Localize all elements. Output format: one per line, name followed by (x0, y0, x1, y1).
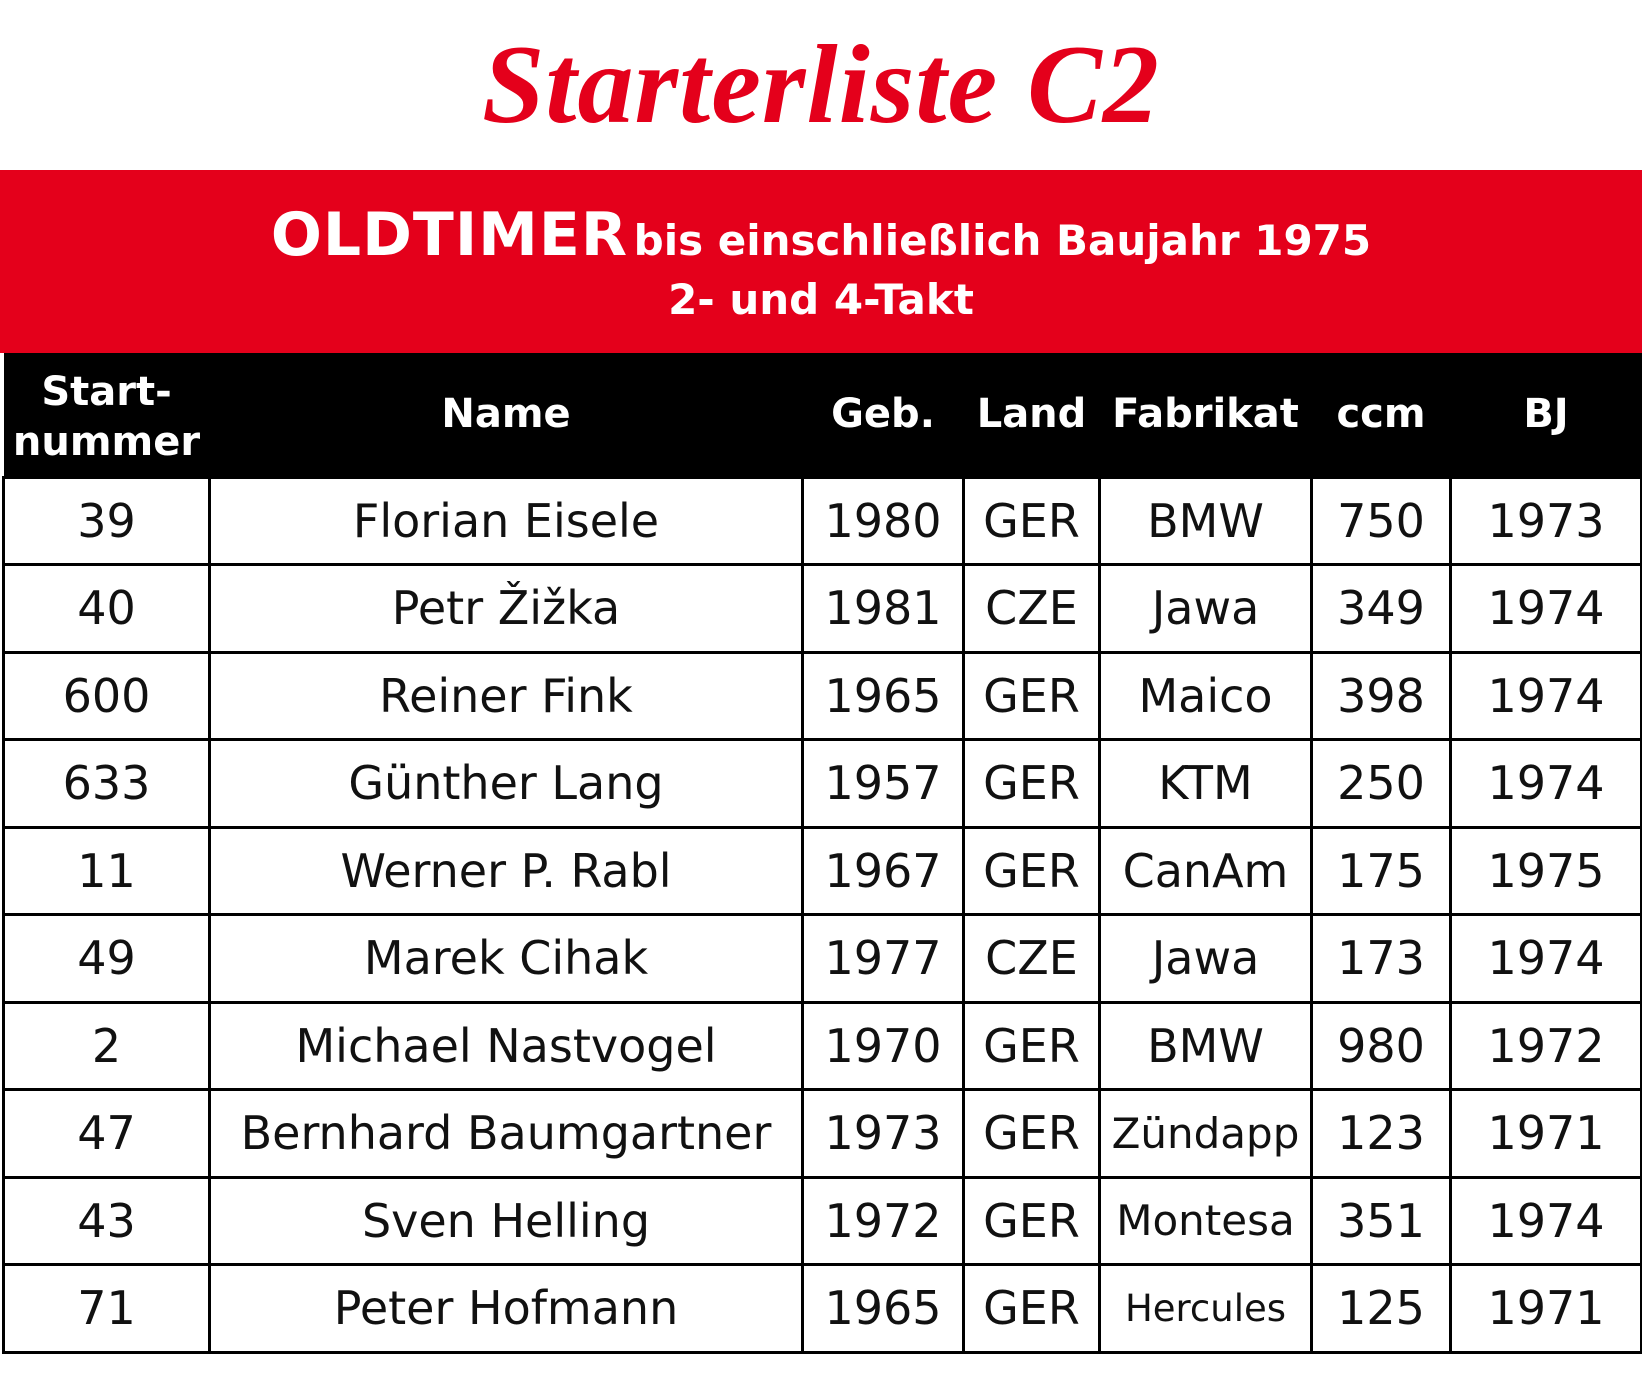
name-cell: Michael Nastvogel (208, 1000, 804, 1091)
geb-cell: 1972 (801, 1175, 965, 1266)
geb-cell: 1980 (801, 475, 965, 566)
land-cell: GER (962, 650, 1101, 741)
bj-cell: 1975 (1449, 825, 1642, 916)
banner-line-category: OLDTIMER bis einschließlich Baujahr 1975 (0, 200, 1642, 285)
ccm-cell: 250 (1310, 738, 1452, 829)
table-row: 71 Peter Hofmann 1965 GER Hercules 125 1971 (2, 1263, 1642, 1354)
land-cell: CZE (962, 913, 1101, 1004)
column-header-bj: BJ (1523, 391, 1569, 438)
geb-cell: 1957 (801, 738, 965, 829)
ccm-cell: 351 (1310, 1175, 1452, 1266)
category-label: OLDTIMER (270, 200, 629, 270)
land-cell: GER (962, 1000, 1101, 1091)
bj-cell: 1974 (1449, 563, 1642, 654)
startnummer-header-line1: Start- (41, 369, 172, 416)
name-cell: Bernhard Baumgartner (208, 1088, 804, 1179)
bj-cell: 1971 (1449, 1263, 1642, 1354)
fabrikat-cell: KTM (1098, 738, 1313, 829)
fabrikat-cell: Maico (1098, 650, 1313, 741)
land-cell: GER (962, 475, 1101, 566)
fabrikat-cell: Zündapp (1098, 1088, 1313, 1179)
ccm-cell: 980 (1310, 1000, 1452, 1091)
geb-cell: 1970 (801, 1000, 965, 1091)
fabrikat-cell: Jawa (1098, 913, 1313, 1004)
name-cell: Werner P. Rabl (208, 825, 804, 916)
geb-cell: 1965 (801, 650, 965, 741)
ccm-cell: 349 (1310, 563, 1452, 654)
bj-cell: 1971 (1449, 1088, 1642, 1179)
table-row: 633 Günther Lang 1957 GER KTM 250 1974 (2, 738, 1642, 829)
bj-cell: 1974 (1449, 650, 1642, 741)
column-header-land: Land (976, 391, 1087, 438)
bj-cell: 1974 (1449, 738, 1642, 829)
geb-cell: 1977 (801, 913, 965, 1004)
table-row: 43 Sven Helling 1972 GER Montesa 351 1974 (2, 1175, 1642, 1266)
land-cell: GER (962, 1088, 1101, 1179)
name-cell: Sven Helling (208, 1175, 804, 1266)
fabrikat-cell: Montesa (1098, 1175, 1313, 1266)
column-header-ccm: ccm (1336, 391, 1426, 438)
startnummer-cell: 39 (2, 475, 211, 566)
startnummer-cell: 43 (2, 1175, 211, 1266)
startnummer-cell: 600 (2, 650, 211, 741)
land-cell: GER (962, 825, 1101, 916)
table-row: 600 Reiner Fink 1965 GER Maico 398 1974 (2, 650, 1642, 741)
column-header-name: Name (441, 391, 571, 438)
name-cell: Florian Eisele (208, 475, 804, 566)
geb-cell: 1965 (801, 1263, 965, 1354)
fabrikat-cell: BMW (1098, 1000, 1313, 1091)
ccm-cell: 173 (1310, 913, 1452, 1004)
category-detail: bis einschließlich Baujahr 1975 (633, 216, 1372, 265)
name-cell: Peter Hofmann (208, 1263, 804, 1354)
page-title: Starterliste C2 (482, 22, 1160, 147)
table-row: 2 Michael Nastvogel 1970 GER BMW 980 1972 (2, 1000, 1642, 1091)
bj-cell: 1974 (1449, 913, 1642, 1004)
startnummer-cell: 47 (2, 1088, 211, 1179)
bj-cell: 1973 (1449, 475, 1642, 566)
land-cell: GER (962, 1175, 1101, 1266)
bj-cell: 1972 (1449, 1000, 1642, 1091)
startnummer-cell: 11 (2, 825, 211, 916)
column-header-geb: Geb. (831, 391, 935, 438)
land-cell: CZE (962, 563, 1101, 654)
ccm-cell: 398 (1310, 650, 1452, 741)
ccm-cell: 123 (1310, 1088, 1452, 1179)
ccm-cell: 125 (1310, 1263, 1452, 1354)
table-body: 39 Florian Eisele 1980 GER BMW 750 1973 40 Petr … (2, 475, 1642, 1354)
name-cell: Marek Cihak (208, 913, 804, 1004)
land-cell: GER (962, 738, 1101, 829)
startnummer-cell: 71 (2, 1263, 211, 1354)
header-row: Start- nummer Name Geb. Land Fabrikat cc… (3, 353, 1642, 477)
geb-cell: 1967 (801, 825, 965, 916)
category-banner: OLDTIMER bis einschließlich Baujahr 1975… (0, 170, 1642, 353)
ccm-cell: 175 (1310, 825, 1452, 916)
startnummer-header-line2: nummer (12, 419, 201, 466)
table-row: 49 Marek Cihak 1977 CZE Jawa 173 1974 (2, 913, 1642, 1004)
fabrikat-cell: Hercules (1098, 1263, 1313, 1354)
name-cell: Petr Žižka (208, 563, 804, 654)
column-header-fabrikat: Fabrikat (1112, 391, 1299, 438)
bj-cell: 1974 (1449, 1175, 1642, 1266)
name-cell: Reiner Fink (208, 650, 804, 741)
startnummer-cell: 49 (2, 913, 211, 1004)
fabrikat-cell: BMW (1098, 475, 1313, 566)
column-header-startnummer: Start- nummer (4, 353, 210, 477)
startnummer-cell: 40 (2, 563, 211, 654)
table-row: 47 Bernhard Baumgartner 1973 GER Zündapp 123 1… (2, 1088, 1642, 1179)
starter-table: Start- nummer Name Geb. Land Fabrikat cc… (2, 353, 1642, 1354)
table-row: 40 Petr Žižka 1981 CZE Jawa 349 1974 (2, 563, 1642, 654)
land-cell: GER (962, 1263, 1101, 1354)
fabrikat-cell: Jawa (1098, 563, 1313, 654)
table-row: 11 Werner P. Rabl 1967 GER CanAm 175 1975 (2, 825, 1642, 916)
startnummer-cell: 2 (2, 1000, 211, 1091)
startnummer-cell: 633 (2, 738, 211, 829)
engine-type-label: 2- und 4-Takt (668, 275, 974, 324)
table-header: Start- nummer Name Geb. Land Fabrikat cc… (3, 353, 1642, 477)
ccm-cell: 750 (1310, 475, 1452, 566)
geb-cell: 1981 (801, 563, 965, 654)
fabrikat-cell: CanAm (1098, 825, 1313, 916)
name-cell: Günther Lang (208, 738, 804, 829)
geb-cell: 1973 (801, 1088, 965, 1179)
table-row: 39 Florian Eisele 1980 GER BMW 750 1973 (2, 475, 1642, 566)
